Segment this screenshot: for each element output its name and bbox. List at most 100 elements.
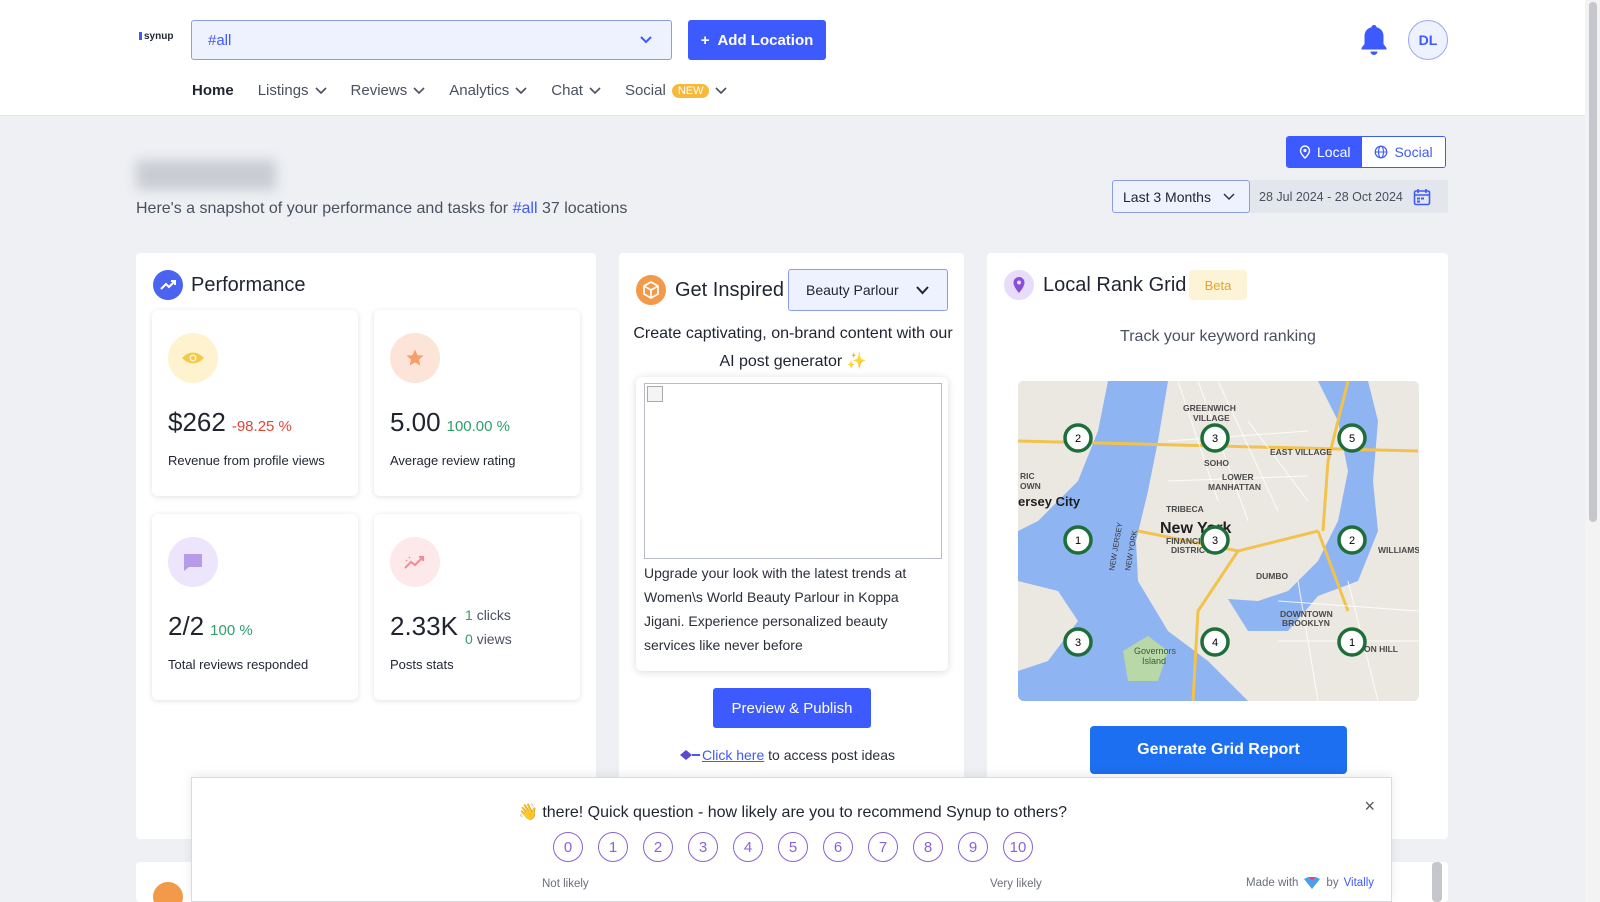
generate-grid-report-button[interactable]: Generate Grid Report: [1090, 726, 1347, 774]
stat-posts: 2.33K 1 clicks 0 views Posts stats: [374, 514, 580, 700]
svg-text:2: 2: [1349, 535, 1355, 547]
stat-label: Average review rating: [390, 453, 516, 468]
svg-text:RIC: RIC: [1020, 471, 1035, 481]
user-avatar[interactable]: DL: [1408, 20, 1448, 60]
score-6[interactable]: 6: [823, 832, 853, 862]
stat-change: 100.00 %: [446, 418, 510, 435]
box-icon: [636, 275, 666, 305]
location-select[interactable]: #all: [191, 20, 672, 60]
toggle-local[interactable]: Local: [1287, 137, 1363, 167]
nps-survey: 👋 there! Quick question - how likely are…: [191, 777, 1392, 902]
category-select[interactable]: Beauty Parlour: [788, 269, 948, 311]
svg-text:3: 3: [1212, 535, 1218, 547]
svg-text:DUMBO: DUMBO: [1256, 571, 1288, 581]
track-subtitle: Track your keyword ranking: [1120, 328, 1316, 345]
globe-icon: [1375, 145, 1388, 159]
score-0[interactable]: 0: [553, 832, 583, 862]
svg-text:1: 1: [1075, 535, 1081, 547]
svg-text:DISTRICT: DISTRICT: [1171, 545, 1211, 555]
trend-up-icon: [153, 270, 183, 300]
stat-label: Posts stats: [390, 657, 454, 672]
svg-text:MANHATTAN: MANHATTAN: [1208, 482, 1261, 492]
svg-text:OWN: OWN: [1020, 481, 1041, 491]
chevron-down-icon: [640, 36, 652, 44]
vitally-logo-icon: [1304, 877, 1321, 889]
very-likely-label: Very likely: [990, 878, 1042, 890]
main-nav: Home Listings Reviews Analytics Chat Soc…: [192, 82, 751, 99]
nav-analytics[interactable]: Analytics: [449, 82, 527, 99]
svg-text:DOWNTOWN: DOWNTOWN: [1280, 609, 1333, 619]
svg-text:ersey City: ersey City: [1018, 494, 1081, 509]
nav-social[interactable]: Social NEW: [625, 82, 728, 99]
post-image: [644, 383, 942, 559]
score-2[interactable]: 2: [643, 832, 673, 862]
nav-listings[interactable]: Listings: [258, 82, 327, 99]
star-icon: [390, 333, 440, 383]
eye-icon: [168, 333, 218, 383]
map-pin-icon: [1004, 270, 1034, 300]
svg-text:Governors: Governors: [1134, 646, 1177, 656]
not-likely-label: Not likely: [542, 878, 589, 890]
svg-text:Island: Island: [1142, 656, 1166, 666]
score-9[interactable]: 9: [958, 832, 988, 862]
chevron-down-icon: [916, 285, 929, 294]
preview-publish-button[interactable]: Preview & Publish: [713, 688, 871, 728]
rank-pins: 2 3 5 1 3 2 3 4 1: [1063, 423, 1367, 657]
stat-reviews-responded: 2/2 100 % Total reviews responded: [152, 514, 358, 700]
nav-chat[interactable]: Chat: [551, 82, 601, 99]
post-text: Upgrade your look with the latest trends…: [644, 565, 907, 653]
page-scrollbar-thumb[interactable]: [1589, 2, 1597, 522]
performance-title: Performance: [191, 274, 306, 296]
snapshot-text: Here's a snapshot of your performance an…: [136, 200, 628, 217]
nav-reviews[interactable]: Reviews: [351, 82, 426, 99]
score-1[interactable]: 1: [598, 832, 628, 862]
chat-icon: [168, 537, 218, 587]
svg-text:EAST VILLAGE: EAST VILLAGE: [1270, 447, 1332, 457]
chevron-down-icon: [1223, 192, 1235, 200]
broken-image-icon: [647, 386, 663, 402]
stat-label: Total reviews responded: [168, 657, 309, 672]
svg-text:GREENWICH: GREENWICH: [1183, 403, 1236, 413]
svg-text:LOWER: LOWER: [1222, 472, 1254, 482]
date-range[interactable]: 28 Jul 2024 - 28 Oct 2024: [1250, 180, 1448, 213]
bell-icon[interactable]: [1359, 23, 1389, 57]
survey-scrollbar[interactable]: [1432, 862, 1442, 902]
toggle-social[interactable]: Social: [1362, 137, 1445, 167]
close-icon[interactable]: ×: [1364, 796, 1375, 816]
star-badge-icon: [153, 882, 183, 902]
stat-change: -98.25 %: [231, 418, 292, 435]
score-10[interactable]: 10: [1003, 832, 1033, 862]
chevron-down-icon: [413, 86, 425, 94]
score-5[interactable]: 5: [778, 832, 808, 862]
svg-text:3: 3: [1075, 637, 1081, 649]
stat-value: 2/2: [168, 611, 205, 641]
chevron-down-icon: [515, 86, 527, 94]
add-location-button[interactable]: + Add Location: [688, 20, 826, 60]
chevron-down-icon: [314, 86, 327, 94]
trend-icon: [390, 537, 440, 587]
post-preview: Upgrade your look with the latest trends…: [636, 377, 948, 671]
local-rank-grid-title: Local Rank Grid: [1043, 274, 1187, 296]
greeting-blurred: [136, 160, 276, 190]
score-8[interactable]: 8: [913, 832, 943, 862]
location-tag: #all: [512, 200, 538, 217]
svg-text:ON HILL: ON HILL: [1364, 644, 1398, 654]
nps-scale: 0 1 2 3 4 5 6 7 8 9 10: [553, 832, 1033, 862]
score-4[interactable]: 4: [733, 832, 763, 862]
view-toggle: Local Social: [1286, 136, 1446, 168]
calendar-icon: [1413, 188, 1431, 205]
stat-change: 100 %: [210, 622, 253, 639]
inspire-subtitle: Create captivating, on-brand content wit…: [633, 325, 953, 370]
synup-logo[interactable]: synup: [139, 31, 173, 42]
score-7[interactable]: 7: [868, 832, 898, 862]
rank-map[interactable]: GREENWICH VILLAGE SOHO EAST VILLAGE LOWER…: [1018, 381, 1419, 701]
nav-home[interactable]: Home: [192, 82, 234, 99]
svg-text:VILLAGE: VILLAGE: [1193, 413, 1230, 423]
click-here-link[interactable]: Click here: [702, 747, 765, 763]
made-with-vitally[interactable]: Made with by Vitally: [1246, 877, 1375, 889]
svg-text:1: 1: [1349, 637, 1355, 649]
svg-text:WILLIAMSB: WILLIAMSB: [1378, 545, 1419, 555]
period-select[interactable]: Last 3 Months: [1112, 180, 1250, 213]
score-3[interactable]: 3: [688, 832, 718, 862]
